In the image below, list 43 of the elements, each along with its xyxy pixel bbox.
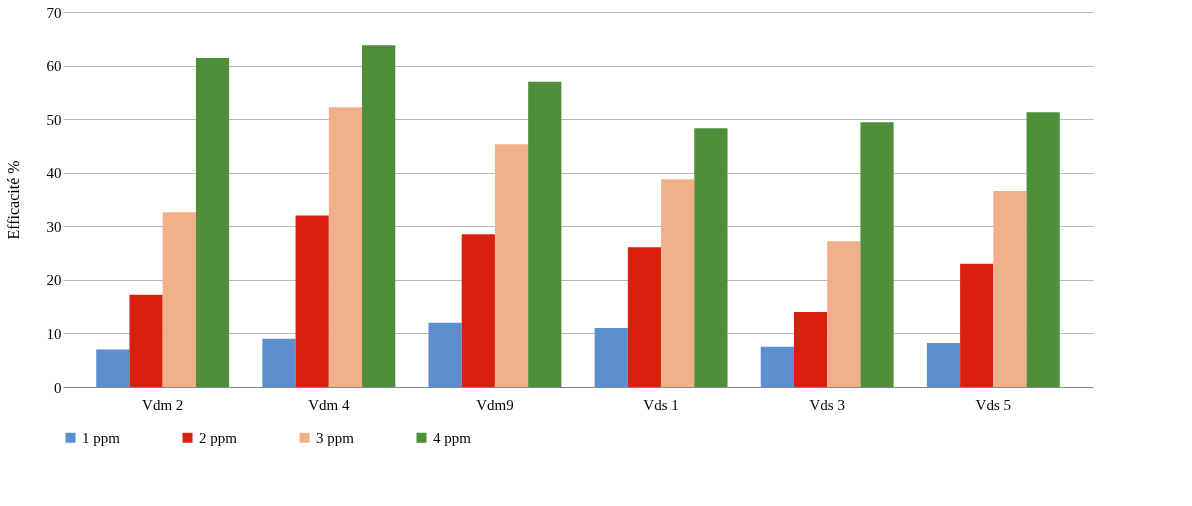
legend-label: 2 ppm [199,429,238,446]
x-tick-label: Vdm 4 [308,396,350,413]
x-tick-label: Vdm9 [476,396,514,413]
bar [760,346,794,387]
y-tick-label: 30 [46,218,62,235]
x-tick-label: Vds 1 [643,396,679,413]
x-tick-label: Vds 3 [809,396,845,413]
y-tick-label: 70 [46,4,62,21]
bar [494,144,529,387]
bar [793,312,828,387]
y-tick-label: 40 [46,165,62,182]
bar [96,349,130,387]
bar [594,328,628,387]
bar [362,45,396,387]
legend-label: 1 ppm [82,429,121,446]
bar [328,107,363,387]
bar [960,263,994,387]
bar [262,338,296,387]
bar [295,215,329,387]
bar [428,322,462,387]
y-tick-label: 10 [46,325,62,342]
bar [528,81,562,387]
x-tick-label: Vds 5 [975,396,1012,413]
bar [129,294,163,387]
bar [926,343,961,387]
y-axis-title: Efficacité % [4,160,22,240]
y-tick-label: 20 [46,272,62,289]
bar [694,128,728,387]
y-tick-label: 60 [46,58,62,75]
bar [993,190,1027,387]
y-tick-label: 50 [46,111,62,128]
bar [1026,112,1060,387]
bar [627,247,662,387]
bar [860,122,894,387]
bar [827,241,861,387]
legend-label: 3 ppm [316,429,355,446]
y-tick-label: 0 [54,379,62,396]
bar [162,212,196,387]
x-tick-label: Vdm 2 [142,396,184,413]
bar [661,179,695,387]
legend-label: 4 ppm [433,429,472,446]
bar [461,234,495,387]
bar [195,58,230,387]
